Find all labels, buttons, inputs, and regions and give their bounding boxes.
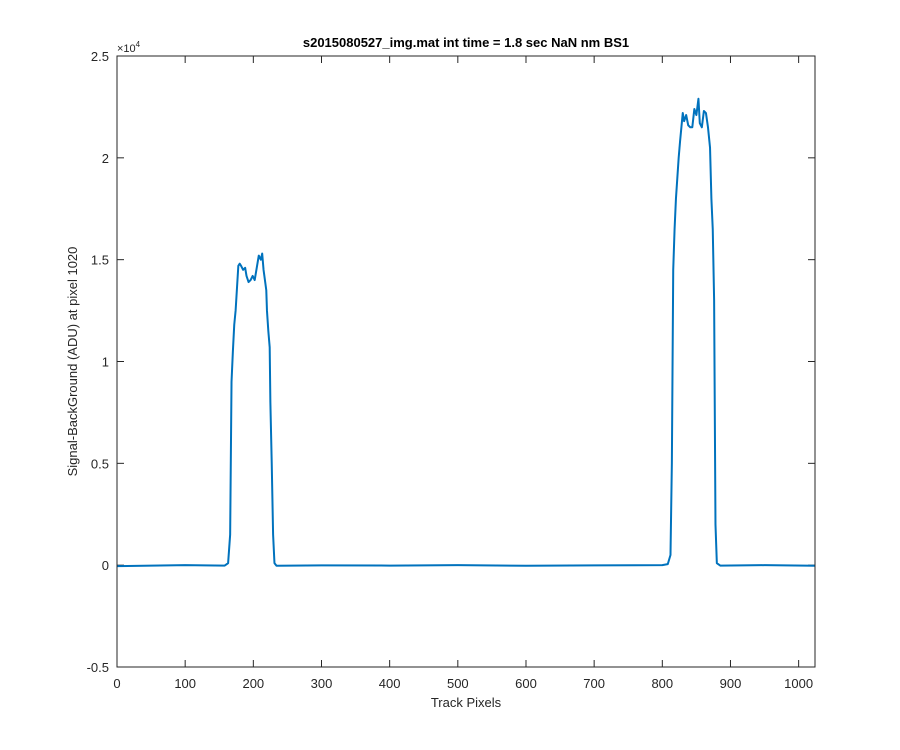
- y-tick-label: 0.5: [91, 456, 109, 471]
- x-tick-label: 500: [447, 676, 469, 691]
- x-tick-label: 100: [174, 676, 196, 691]
- y-tick-label: 2: [102, 151, 109, 166]
- y-tick-label: -0.5: [87, 660, 109, 675]
- x-tick-label: 0: [113, 676, 120, 691]
- x-tick-label: 400: [379, 676, 401, 691]
- y-axis-label: Signal-BackGround (ADU) at pixel 1020: [65, 247, 80, 477]
- x-tick-label: 600: [515, 676, 537, 691]
- y-tick-label: 2.5: [91, 49, 109, 64]
- tick-labels: 0 100 200 300 400 500 600 700 800 900 1000 -0.5 0 0.5…: [87, 49, 814, 691]
- series-line: [116, 97, 816, 568]
- y-tick-label: 0: [102, 558, 109, 573]
- x-tick-label: 200: [242, 676, 264, 691]
- y-tick-label: 1: [102, 355, 109, 370]
- chart-title: s2015080527_img.mat int time = 1.8 sec N…: [303, 35, 629, 50]
- y-tick-label: 1.5: [91, 253, 109, 268]
- y-axis-exponent: ×104: [117, 40, 141, 55]
- x-tick-label: 1000: [784, 676, 813, 691]
- x-tick-label: 900: [720, 676, 742, 691]
- x-tick-label: 300: [311, 676, 333, 691]
- x-tick-label: 800: [651, 676, 673, 691]
- plot-frame: [116, 55, 816, 668]
- axis-ticks: [116, 55, 815, 668]
- x-axis-label: Track Pixels: [431, 695, 502, 710]
- x-tick-label: 700: [583, 676, 605, 691]
